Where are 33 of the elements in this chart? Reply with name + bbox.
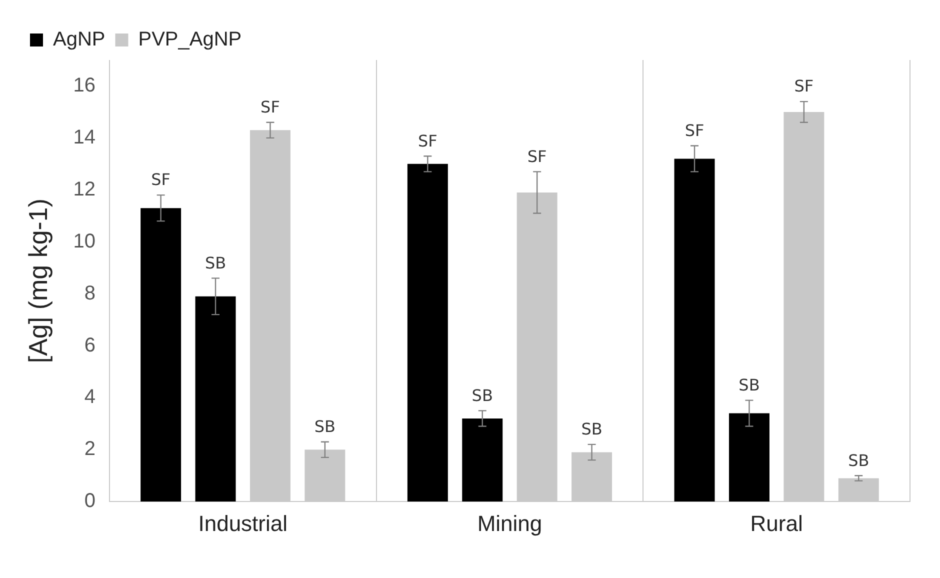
y-tick-label: 16 bbox=[73, 74, 96, 96]
data-label: SF bbox=[260, 98, 280, 116]
bar bbox=[195, 296, 236, 502]
bar bbox=[407, 164, 448, 502]
y-tick-label: 12 bbox=[73, 178, 96, 200]
bar bbox=[728, 413, 770, 502]
y-tick-label: 8 bbox=[84, 282, 96, 304]
data-label: SB bbox=[314, 417, 336, 436]
legend-label: PVP_AgNP bbox=[138, 28, 242, 51]
x-tick-label: Industrial bbox=[198, 510, 288, 536]
legend-label: AgNP bbox=[53, 28, 106, 51]
data-label: SB bbox=[581, 420, 602, 439]
bar bbox=[462, 418, 503, 502]
bar bbox=[674, 158, 715, 502]
data-label: SF bbox=[527, 146, 547, 166]
data-label: SB bbox=[848, 450, 870, 470]
x-tick-label: Rural bbox=[750, 510, 803, 536]
data-label: SB bbox=[472, 386, 493, 405]
y-tick-label: 0 bbox=[84, 490, 96, 512]
y-tick-label: 10 bbox=[73, 230, 96, 252]
x-tick-label: Mining bbox=[477, 510, 542, 536]
y-tick-label: 2 bbox=[84, 438, 96, 460]
y-tick-label: 6 bbox=[84, 334, 96, 356]
data-label: SF bbox=[794, 76, 814, 96]
data-label: SF bbox=[684, 120, 704, 140]
data-label: SF bbox=[151, 170, 170, 190]
data-label: SF bbox=[418, 131, 438, 150]
y-tick-label: 4 bbox=[84, 386, 96, 408]
y-tick-label: 14 bbox=[73, 126, 96, 148]
data-label: SB bbox=[204, 253, 226, 272]
bar bbox=[140, 208, 182, 502]
data-label: SB bbox=[738, 375, 760, 394]
y-axis-title: [Ag] (mg kg-1) bbox=[22, 198, 53, 364]
